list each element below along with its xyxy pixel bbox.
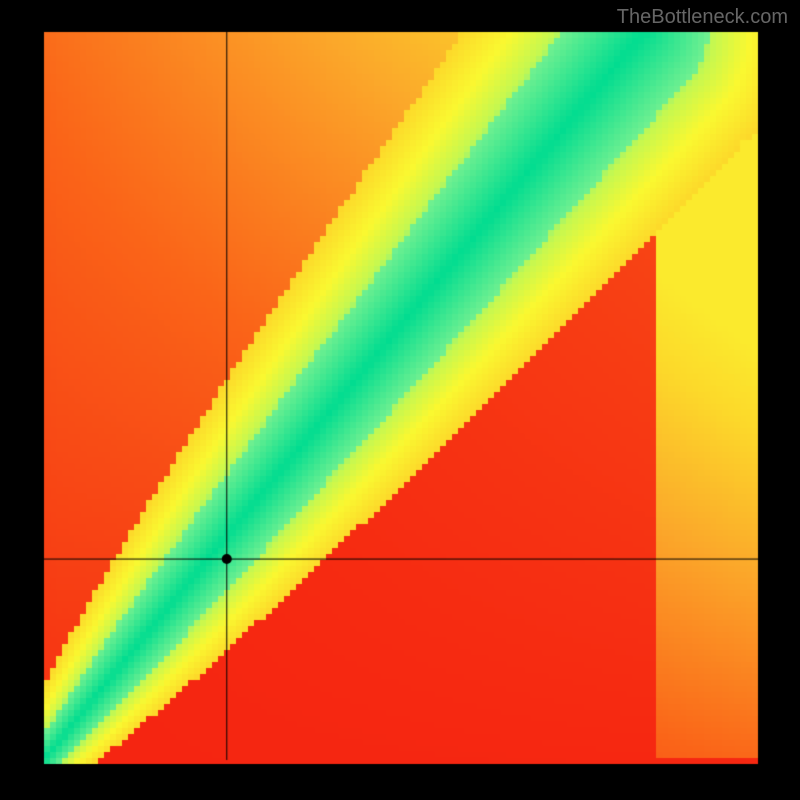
- heatmap-canvas: [0, 0, 800, 800]
- chart-container: TheBottleneck.com: [0, 0, 800, 800]
- watermark-text: TheBottleneck.com: [617, 6, 788, 29]
